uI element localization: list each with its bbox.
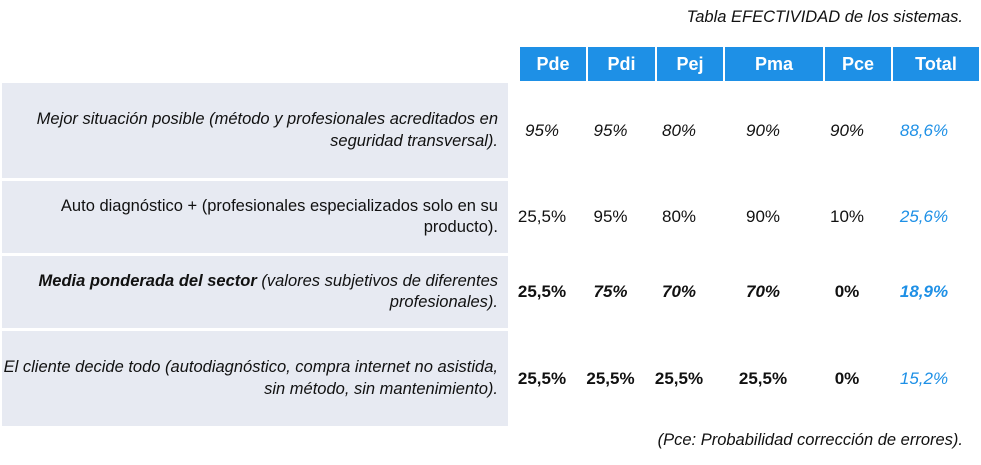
cell-pej: 25,5% [654, 368, 704, 388]
row-label: El cliente decide todo (autodiagnóstico,… [2, 331, 508, 426]
table-header: Pde Pdi Pej Pma Pce Total [520, 47, 979, 81]
cell-pce: 0% [834, 368, 860, 388]
header-pde: Pde [520, 47, 588, 81]
cell-pde: 25,5% [517, 368, 567, 388]
row-label: Mejor situación posible (método y profes… [2, 83, 508, 178]
cell-pma: 70% [745, 282, 781, 301]
header-total: Total [893, 47, 979, 81]
cell-pde: 25,5% [517, 282, 567, 301]
cell-pej: 80% [661, 207, 697, 226]
header-pdi: Pdi [588, 47, 657, 81]
cell-total: 15,2% [899, 368, 949, 388]
cell-pce: 10% [829, 207, 865, 226]
cell-pce: 90% [829, 120, 865, 140]
row-label: Media ponderada del sector (valores subj… [2, 256, 508, 328]
cell-pma: 90% [745, 120, 781, 140]
cell-total: 25,6% [899, 207, 949, 226]
cell-pde: 25,5% [517, 207, 567, 226]
table-row: Media ponderada del sector (valores subj… [2, 256, 967, 328]
cell-pde: 95% [524, 120, 560, 140]
table-row: Mejor situación posible (método y profes… [2, 83, 967, 178]
header-pej: Pej [657, 47, 725, 81]
cell-pej: 70% [661, 282, 697, 301]
cell-pdi: 95% [593, 120, 628, 140]
cell-pdi: 95% [593, 207, 628, 226]
cell-total: 88,6% [899, 120, 949, 140]
header-pce: Pce [825, 47, 893, 81]
table-caption: Tabla EFECTIVIDAD de los sistemas. [686, 8, 963, 26]
cell-total: 18,9% [899, 282, 949, 301]
table-row: Auto diagnóstico + (profesionales especi… [2, 181, 967, 253]
header-pma: Pma [725, 47, 825, 81]
cell-pma: 25,5% [738, 368, 788, 388]
cell-pdi: 25,5% [586, 368, 635, 388]
cell-pdi: 75% [593, 282, 628, 301]
table-row: El cliente decide todo (autodiagnóstico,… [2, 331, 967, 426]
cell-pce: 0% [834, 282, 860, 301]
cell-pej: 80% [661, 120, 697, 140]
row-label: Auto diagnóstico + (profesionales especi… [2, 181, 508, 253]
table-footnote: (Pce: Probabilidad corrección de errores… [657, 431, 963, 449]
cell-pma: 90% [745, 207, 781, 226]
